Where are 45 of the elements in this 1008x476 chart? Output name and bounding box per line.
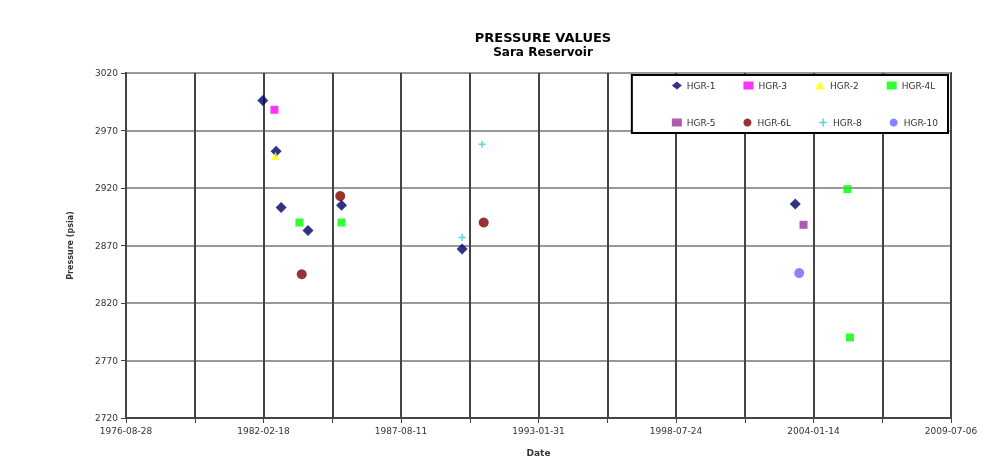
y-tick-label: 3020 bbox=[95, 68, 119, 78]
chart-subtitle: Sara Reservoir bbox=[493, 45, 593, 59]
legend-label: HGR-5 bbox=[686, 117, 716, 128]
point bbox=[478, 217, 489, 228]
point bbox=[458, 233, 466, 241]
y-tick-label: 2920 bbox=[95, 183, 119, 193]
point bbox=[478, 140, 486, 148]
y-tick-label: 2970 bbox=[95, 125, 119, 136]
y-tick-label: 2870 bbox=[95, 240, 119, 251]
point bbox=[794, 268, 805, 279]
x-axis-title: Date bbox=[526, 447, 551, 458]
y-tick-label: 2820 bbox=[95, 298, 119, 308]
y-tick-label: 2770 bbox=[95, 355, 119, 366]
x-tick-label: 1998-07-24 bbox=[649, 425, 703, 436]
legend-label: HGR-1 bbox=[686, 80, 716, 91]
x-tick-label: 1987-08-11 bbox=[374, 425, 428, 436]
y-tick-label: 2720 bbox=[95, 413, 119, 423]
legend-label: HGR-4L bbox=[901, 80, 936, 91]
point bbox=[275, 202, 287, 214]
legend-label: HGR-2 bbox=[830, 80, 859, 91]
point bbox=[271, 151, 280, 160]
legend-label: HGR-6L bbox=[757, 117, 792, 128]
x-tick-label: 2009-07-06 bbox=[924, 425, 978, 436]
legend-label: HGR-8 bbox=[833, 117, 862, 128]
legend-label: HGR-10 bbox=[903, 117, 939, 128]
x-tick-label: 2004-01-14 bbox=[787, 425, 840, 436]
point bbox=[337, 218, 346, 227]
y-axis-title: Pressure (psia) bbox=[65, 211, 75, 280]
point bbox=[295, 218, 304, 227]
point bbox=[846, 333, 855, 342]
x-tick-label: 1993-01-31 bbox=[512, 425, 565, 436]
chart-title: PRESSURE VALUES bbox=[474, 30, 612, 45]
point bbox=[799, 220, 808, 229]
x-tick-label: 1982-02-18 bbox=[237, 425, 290, 436]
point bbox=[456, 243, 468, 255]
point bbox=[302, 225, 314, 237]
point bbox=[335, 191, 346, 202]
point bbox=[270, 105, 279, 114]
point bbox=[843, 185, 852, 194]
point bbox=[789, 198, 801, 210]
point bbox=[336, 199, 348, 211]
x-tick-label: 1976-08-28 bbox=[99, 425, 153, 436]
legend-label: HGR-3 bbox=[758, 80, 788, 91]
point bbox=[257, 95, 269, 107]
point bbox=[296, 269, 307, 280]
